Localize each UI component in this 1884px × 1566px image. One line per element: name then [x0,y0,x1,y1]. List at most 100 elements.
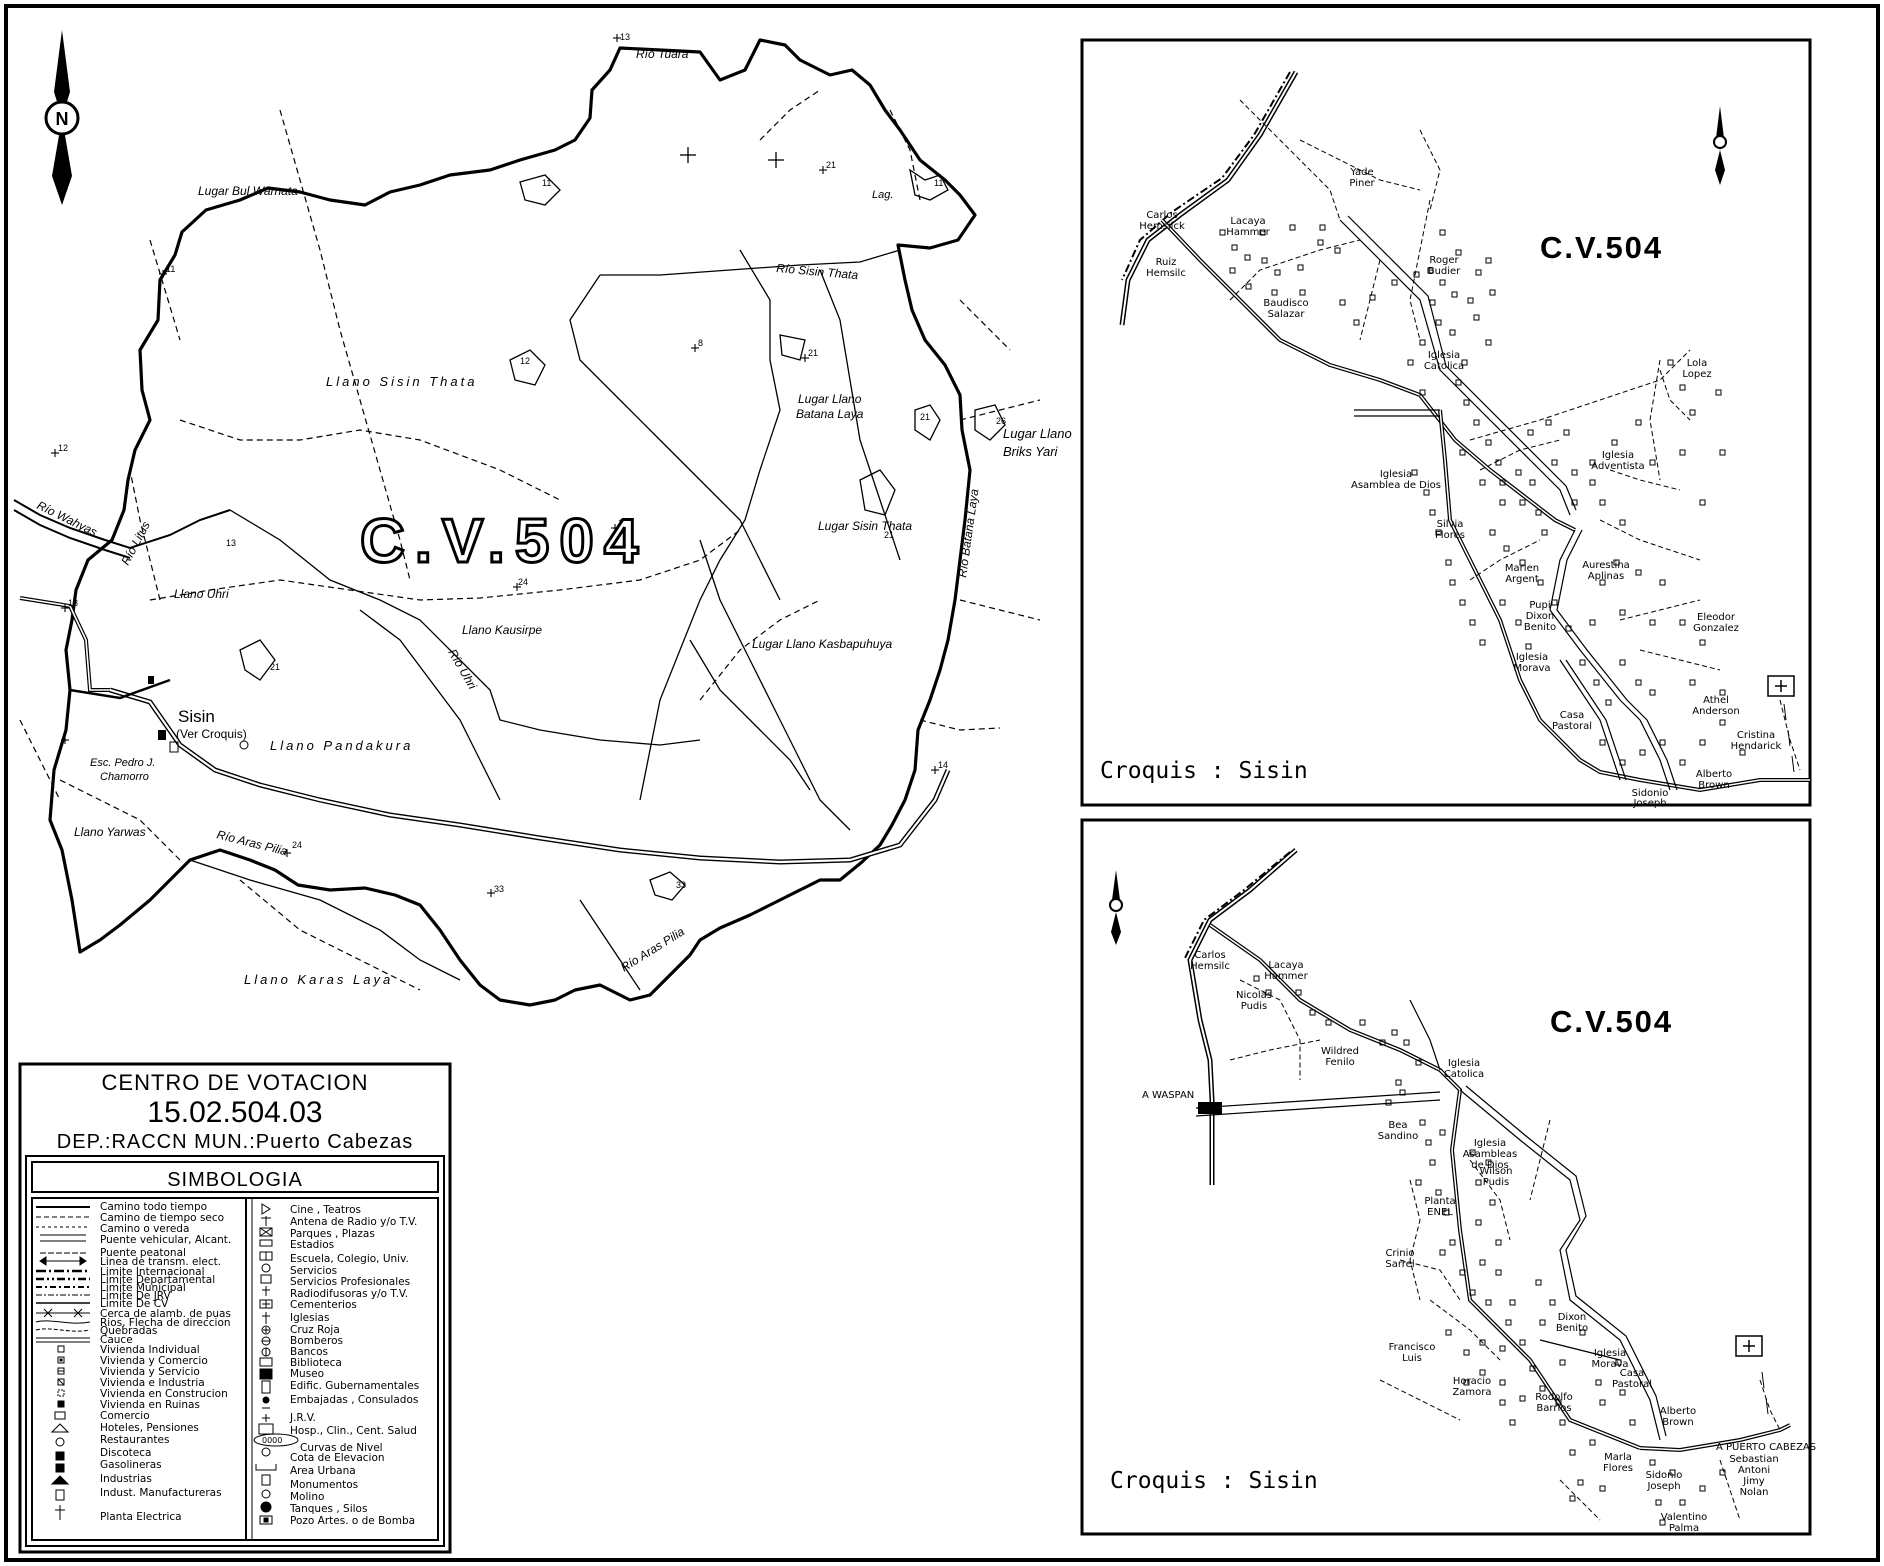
svg-text:11: 11 [542,178,551,188]
svg-text:Fenilo: Fenilo [1325,1057,1354,1068]
cemetery-icon-bottom [1735,1335,1763,1357]
label-llano-kausirpe: Llano Kausirpe [462,623,542,637]
cv-boundary [48,38,977,1007]
svg-text:J.R.V.: J.R.V. [289,1412,316,1424]
svg-text:Area Urbana: Area Urbana [290,1465,356,1477]
svg-text:Molino: Molino [290,1491,324,1503]
label-rio-tuara: Río Tuara [636,47,689,61]
svg-text:Carlos: Carlos [1194,950,1225,961]
label-briks-yari: Briks Yari [1003,444,1059,459]
svg-text:Bomberos: Bomberos [290,1335,343,1347]
label-town-note: (Ver Croquis) [176,727,247,741]
svg-text:Nolan: Nolan [1740,1487,1769,1498]
croquis-bottom-caption: Croquis : Sisin [1110,1468,1318,1494]
svg-text:Lacaya: Lacaya [1230,216,1265,227]
svg-text:Antena de Radio y/o T.V.: Antena de Radio y/o T.V. [290,1216,417,1228]
svg-text:Escuela, Colegio, Univ.: Escuela, Colegio, Univ. [290,1253,409,1265]
label-llano-sisin-thata: Llano Sisin Thata [326,374,477,389]
svg-text:Salazar: Salazar [1268,309,1306,320]
svg-text:Marlen: Marlen [1505,563,1539,574]
svg-text:Flores: Flores [1603,1463,1633,1474]
svg-text:21: 21 [808,348,818,358]
label-rio-wahyas: Río Wahyas [35,498,100,539]
svg-text:Jimy: Jimy [1742,1476,1764,1487]
cemetery-icon [1767,675,1795,697]
svg-text:Camino de tiempo seco: Camino de tiempo seco [100,1212,224,1224]
svg-text:Cauce: Cauce [100,1334,133,1346]
svg-text:Gasolineras: Gasolineras [100,1459,162,1471]
svg-text:Radiodifusoras y/o T.V.: Radiodifusoras y/o T.V. [290,1288,408,1300]
svg-text:Argent: Argent [1505,574,1539,585]
svg-text:Hemsilc: Hemsilc [1190,961,1230,972]
svg-text:12: 12 [520,356,530,366]
svg-text:Francisco: Francisco [1389,1342,1436,1353]
croquis-top-title: C.V.504 [1540,230,1663,265]
svg-text:Casa: Casa [1560,710,1584,721]
croquis-bottom-title: C.V.504 [1550,1004,1673,1039]
label-lugar-llano-kasbapuhuya: Lugar Llano Kasbapuhuya [752,637,892,651]
svg-text:Nicolas: Nicolas [1236,990,1272,1001]
svg-text:de Dios: de Dios [1471,1160,1509,1171]
svg-text:Vivienda e Industria: Vivienda e Industria [100,1377,205,1389]
label-lugar-bul-warnata: Lugar Bul Warnata [198,184,298,198]
info-location: DEP.:RACCN MUN.:Puerto Cabezas [57,1131,413,1153]
svg-text:Morava: Morava [1513,663,1550,674]
svg-text:Iglesia: Iglesia [1516,652,1548,663]
svg-text:33: 33 [676,880,686,890]
croquis-bottom-houses [1253,975,1726,1526]
svg-text:Linea de transm. elect.: Linea de transm. elect. [100,1256,221,1268]
svg-text:Sidonio: Sidonio [1646,1470,1683,1481]
svg-text:Hammer: Hammer [1226,227,1270,238]
svg-text:Sidonio: Sidonio [1632,788,1669,799]
main-map: Río Tuara Río Sisin Thata Río Wahyas Río… [13,32,1072,1007]
svg-text:Vivienda Individual: Vivienda Individual [100,1344,200,1356]
svg-text:Sebastian: Sebastian [1729,1454,1778,1465]
svg-text:Limite Departamental: Limite Departamental [100,1274,215,1286]
svg-text:Baudisco: Baudisco [1263,298,1308,309]
svg-text:Cementerios: Cementerios [290,1299,357,1311]
svg-text:Antoni: Antoni [1738,1465,1770,1476]
svg-text:Museo: Museo [290,1368,324,1380]
label-rio-uhri: Río Uhri [445,647,479,692]
label-lag: Lag. [872,189,893,201]
svg-text:Pozo Artes. o de Bomba: Pozo Artes. o de Bomba [290,1515,415,1527]
label-town-sisin: Sisin [178,707,215,726]
svg-text:Iglesia: Iglesia [1602,450,1634,461]
label-rio-sisin-thata: Río Sisin Thata [776,261,859,282]
svg-text:Morava: Morava [1591,1359,1628,1370]
svg-text:ENEL: ENEL [1427,1207,1453,1218]
svg-text:Wildred: Wildred [1321,1046,1359,1057]
svg-text:Embajadas , Consulados: Embajadas , Consulados [290,1394,418,1406]
svg-text:Camino todo tiempo: Camino todo tiempo [100,1201,207,1213]
svg-text:13: 13 [620,32,630,42]
svg-text:Vivienda en Ruinas: Vivienda en Ruinas [100,1399,200,1411]
svg-text:Asambleas: Asambleas [1463,1149,1518,1160]
label-llano-karas-laya: Llano Karas Laya [244,972,393,987]
svg-text:Pupi: Pupi [1529,600,1550,611]
svg-text:Lola: Lola [1687,358,1707,369]
svg-text:Brown: Brown [1662,1417,1693,1428]
svg-text:Cruz Roja: Cruz Roja [290,1324,340,1336]
svg-text:33: 33 [494,884,504,894]
svg-text:Adventista: Adventista [1591,461,1644,472]
info-heading: CENTRO DE VOTACION [102,1070,369,1095]
svg-text:Aplinas: Aplinas [1588,571,1624,582]
svg-text:11: 11 [934,178,943,188]
svg-text:Hosp., Clin., Cent. Salud: Hosp., Clin., Cent. Salud [290,1425,417,1437]
svg-text:Limite De JRV: Limite De JRV [100,1290,172,1302]
svg-text:Indust. Manufactureras: Indust. Manufactureras [100,1487,222,1499]
svg-text:Valentino: Valentino [1661,1512,1708,1523]
svg-text:Budier: Budier [1428,266,1461,277]
label-school-2: Chamorro [100,771,149,783]
svg-text:Joseph: Joseph [1632,798,1666,809]
svg-text:Bancos: Bancos [290,1346,328,1358]
label-llano-yarwas: Llano Yarwas [74,825,146,839]
svg-text:Curvas de Nivel: Curvas de Nivel [300,1442,383,1454]
svg-text:Limite Internacional: Limite Internacional [100,1266,205,1278]
svg-text:Iglesia: Iglesia [1594,1348,1626,1359]
svg-text:Iglesia: Iglesia [1474,1138,1506,1149]
svg-text:Palma: Palma [1669,1523,1699,1534]
svg-text:12: 12 [618,518,628,528]
